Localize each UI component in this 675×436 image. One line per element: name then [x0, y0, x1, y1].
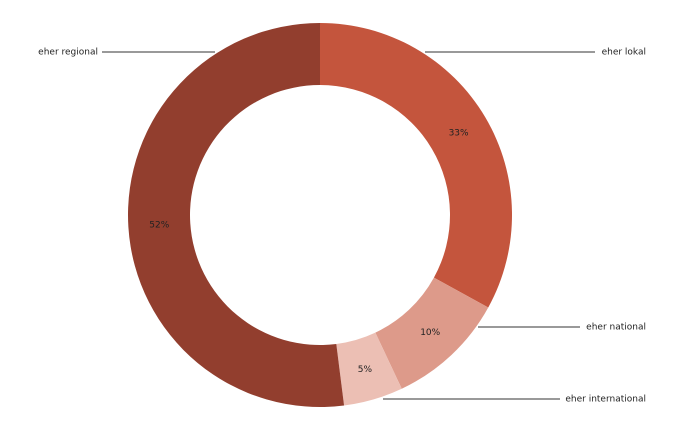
legend-label: eher lokal — [602, 48, 646, 58]
value-label: 5% — [358, 365, 373, 375]
donut-slice — [128, 23, 345, 407]
donut-slice — [320, 23, 513, 308]
legend-label: eher international — [565, 395, 646, 405]
value-label: 10% — [420, 328, 440, 338]
legend-label: eher regional — [38, 48, 98, 58]
donut-slice — [375, 277, 489, 389]
value-label: 52% — [149, 221, 169, 231]
legend-label: eher national — [586, 323, 646, 333]
value-label: 33% — [449, 129, 469, 139]
donut-slice — [336, 332, 402, 406]
